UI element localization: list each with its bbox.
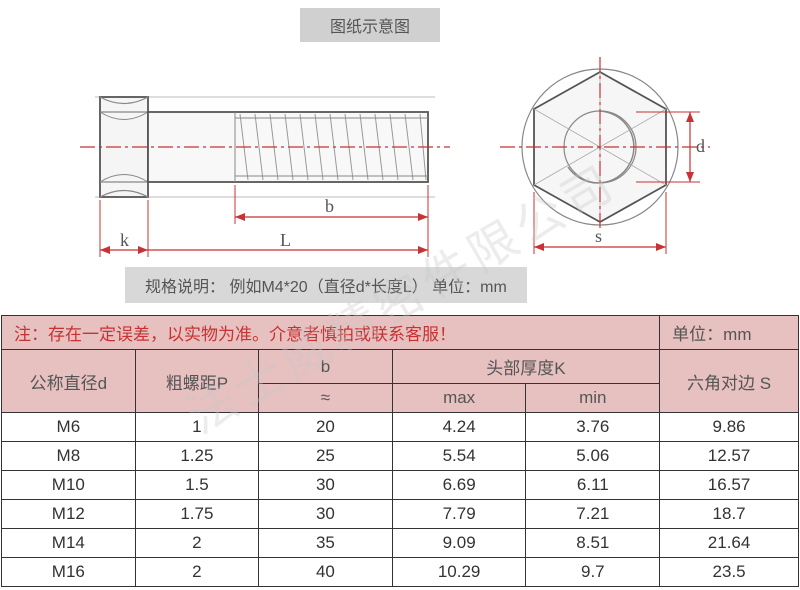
spec-bar: 规格说明： 例如M4*20（直径d*长度L） 单位：mm xyxy=(125,267,527,303)
cell-p: 1.5 xyxy=(135,471,258,500)
col-b: b xyxy=(259,350,393,384)
label-s: s xyxy=(595,226,602,246)
label-b: b xyxy=(325,196,334,216)
cell-p: 2 xyxy=(135,529,258,558)
cell-s: 21.64 xyxy=(660,529,799,558)
cell-d: M8 xyxy=(2,442,136,471)
title-bar: 图纸示意图 xyxy=(300,8,440,42)
col-s: 六角对边 S xyxy=(660,350,799,413)
cell-p: 1 xyxy=(135,413,258,442)
col-kmin: min xyxy=(526,384,660,413)
cell-kmax: 10.29 xyxy=(392,558,526,587)
cell-s: 9.86 xyxy=(660,413,799,442)
col-b-sub: ≈ xyxy=(259,384,393,413)
cell-p: 1.25 xyxy=(135,442,258,471)
cell-b: 30 xyxy=(259,500,393,529)
cell-kmin: 8.51 xyxy=(526,529,660,558)
cell-p: 1.75 xyxy=(135,500,258,529)
cell-s: 12.57 xyxy=(660,442,799,471)
cell-b: 20 xyxy=(259,413,393,442)
cell-kmax: 7.79 xyxy=(392,500,526,529)
cell-d: M6 xyxy=(2,413,136,442)
table-row: M142359.098.5121.64 xyxy=(2,529,799,558)
bolt-front-view: d s xyxy=(500,57,710,254)
cell-kmax: 6.69 xyxy=(392,471,526,500)
cell-kmin: 7.21 xyxy=(526,500,660,529)
table-unit: 单位：mm xyxy=(660,316,799,350)
col-p: 粗螺距P xyxy=(135,350,258,413)
label-k: k xyxy=(120,230,129,250)
bolt-side-view: k L b xyxy=(80,97,450,257)
cell-b: 25 xyxy=(259,442,393,471)
cell-d: M12 xyxy=(2,500,136,529)
col-d: 公称直径d xyxy=(2,350,136,413)
label-d: d xyxy=(696,136,705,156)
table-header-row-1: 公称直径d 粗螺距P b 头部厚度K 六角对边 S xyxy=(2,350,799,384)
cell-kmax: 5.54 xyxy=(392,442,526,471)
col-k: 头部厚度K xyxy=(392,350,659,384)
cell-kmin: 6.11 xyxy=(526,471,660,500)
title-text: 图纸示意图 xyxy=(330,19,410,36)
cell-s: 18.7 xyxy=(660,500,799,529)
table-note: 注：存在一定误差，以实物为准。介意者慎拍或联系客服！ xyxy=(2,316,660,350)
table-row: M101.5306.696.1116.57 xyxy=(2,471,799,500)
bolt-diagram: k L b xyxy=(40,52,760,262)
cell-kmin: 9.7 xyxy=(526,558,660,587)
cell-s: 23.5 xyxy=(660,558,799,587)
diagram-area: k L b xyxy=(0,42,800,262)
cell-kmin: 3.76 xyxy=(526,413,660,442)
table-row: M1624010.299.723.5 xyxy=(2,558,799,587)
cell-kmin: 5.06 xyxy=(526,442,660,471)
table-note-row: 注：存在一定误差，以实物为准。介意者慎拍或联系客服！ 单位：mm xyxy=(2,316,799,350)
table-row: M81.25255.545.0612.57 xyxy=(2,442,799,471)
cell-d: M16 xyxy=(2,558,136,587)
cell-kmax: 4.24 xyxy=(392,413,526,442)
cell-b: 40 xyxy=(259,558,393,587)
table-row: M61204.243.769.86 xyxy=(2,413,799,442)
cell-p: 2 xyxy=(135,558,258,587)
col-kmax: max xyxy=(392,384,526,413)
cell-d: M14 xyxy=(2,529,136,558)
cell-s: 16.57 xyxy=(660,471,799,500)
cell-kmax: 9.09 xyxy=(392,529,526,558)
spec-table: 注：存在一定误差，以实物为准。介意者慎拍或联系客服！ 单位：mm 公称直径d 粗… xyxy=(1,315,799,587)
spec-text: 规格说明： 例如M4*20（直径d*长度L） 单位：mm xyxy=(145,279,507,296)
cell-b: 30 xyxy=(259,471,393,500)
table-row: M121.75307.797.2118.7 xyxy=(2,500,799,529)
cell-b: 35 xyxy=(259,529,393,558)
label-L: L xyxy=(280,230,291,250)
spec-table-container: 注：存在一定误差，以实物为准。介意者慎拍或联系客服！ 单位：mm 公称直径d 粗… xyxy=(1,315,799,587)
cell-d: M10 xyxy=(2,471,136,500)
